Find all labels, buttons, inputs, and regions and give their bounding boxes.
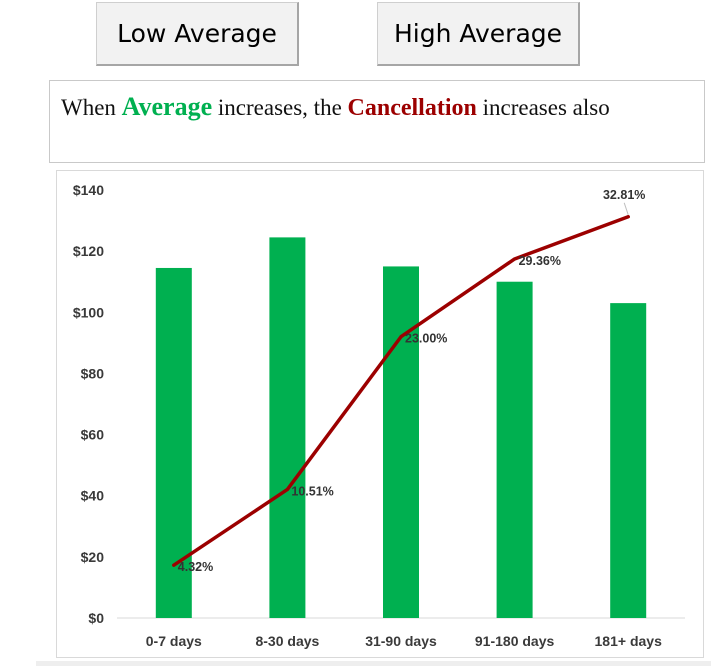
line-data-label: 10.51% <box>291 484 333 498</box>
line-data-label: 23.00% <box>405 332 447 346</box>
line-data-label: 4.32% <box>178 560 213 574</box>
line-point <box>513 257 517 261</box>
bar <box>155 267 192 618</box>
line-point <box>285 487 289 491</box>
caption-box: When Average increases, the Cancellation… <box>49 80 705 163</box>
x-tick-label: 181+ days <box>595 633 663 649</box>
line-data-label: 29.36% <box>519 254 561 268</box>
y-tick-label: $120 <box>73 243 104 259</box>
caption-keyword-cancellation: Cancellation <box>347 95 477 121</box>
line-point <box>172 563 176 567</box>
bar <box>610 303 647 618</box>
bar-series <box>155 237 647 618</box>
caption-keyword-average: Average <box>121 92 213 121</box>
chart-frame: $0 $20 $40 $60 $80 $100 $120 $140 0-7 days 8-30 … <box>56 170 704 658</box>
y-tick-label: $100 <box>73 304 104 320</box>
y-tick-label: $20 <box>81 549 105 565</box>
y-tick-label: $80 <box>81 365 105 381</box>
y-tick-label: $40 <box>81 488 105 504</box>
caption-text-3: increases also <box>476 95 610 120</box>
line-point <box>626 215 630 219</box>
x-tick-label: 8-30 days <box>255 633 319 649</box>
caption-text-2: increases, the <box>212 95 348 120</box>
line-data-label: 32.81% <box>603 188 645 202</box>
x-axis: 0-7 days 8-30 days 31-90 days 91-180 days 18… <box>117 617 685 649</box>
caption-text-1: When <box>61 95 122 120</box>
low-average-button[interactable]: Low Average <box>96 2 299 66</box>
y-tick-label: $140 <box>73 182 104 198</box>
bar <box>269 237 306 618</box>
line-data-labels: 4.32% 10.51% 23.00% 29.36% 32.81% <box>178 188 646 574</box>
bar <box>496 281 533 618</box>
bottom-edge <box>36 661 711 666</box>
combo-chart: $0 $20 $40 $60 $80 $100 $120 $140 0-7 days 8-30 … <box>73 182 685 649</box>
high-average-button[interactable]: High Average <box>377 2 580 66</box>
y-tick-label: $60 <box>81 427 105 443</box>
y-axis: $0 $20 $40 $60 $80 $100 $120 $140 <box>73 182 104 626</box>
bar <box>383 266 419 618</box>
x-tick-label: 31-90 days <box>365 633 437 649</box>
x-tick-label: 0-7 days <box>146 633 202 649</box>
line-series <box>172 215 630 567</box>
x-tick-label: 91-180 days <box>475 633 555 649</box>
y-tick-label: $0 <box>88 610 104 626</box>
line-point <box>399 335 403 339</box>
label-leader-line <box>623 202 629 215</box>
